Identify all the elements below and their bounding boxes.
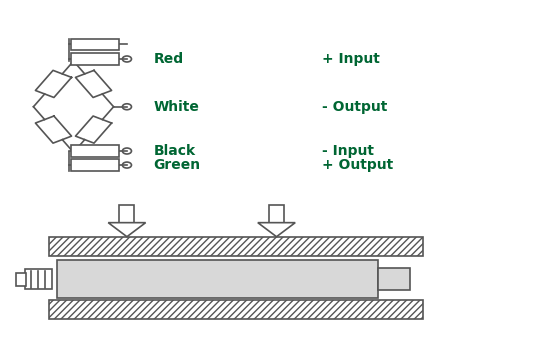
Text: Green: Green <box>154 158 201 172</box>
Text: Black: Black <box>154 144 196 158</box>
Text: White: White <box>154 100 200 114</box>
Bar <box>71 39 119 50</box>
Bar <box>16 273 26 286</box>
Bar <box>71 145 119 156</box>
Bar <box>49 300 423 319</box>
Polygon shape <box>108 223 146 237</box>
Text: Red: Red <box>154 52 184 66</box>
Bar <box>71 53 119 65</box>
Text: + Output: + Output <box>322 158 393 172</box>
Polygon shape <box>258 223 295 237</box>
Bar <box>25 269 52 289</box>
Bar <box>269 205 284 223</box>
Bar <box>71 159 119 171</box>
Text: - Input: - Input <box>322 144 374 158</box>
Bar <box>57 260 378 298</box>
Text: - Output: - Output <box>322 100 387 114</box>
Bar <box>49 237 423 256</box>
Bar <box>378 268 410 290</box>
Text: + Input: + Input <box>322 52 380 66</box>
Bar <box>119 205 134 223</box>
